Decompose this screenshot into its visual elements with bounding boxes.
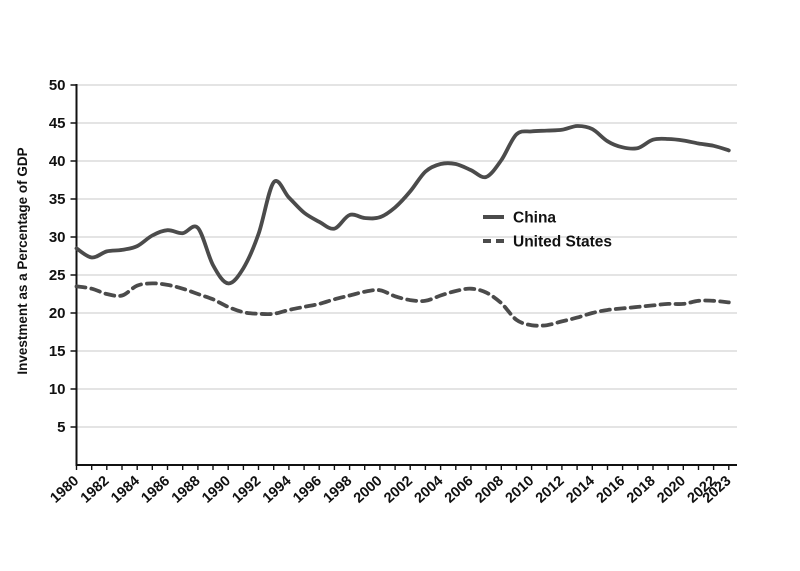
series-line-united-states	[74, 281, 731, 328]
y-tick-label: 10	[49, 381, 66, 398]
y-tick-label: 5	[57, 419, 65, 436]
y-tick-label: 30	[49, 229, 66, 246]
y-tick-label: 25	[49, 267, 66, 284]
y-tick-label: 45	[49, 115, 66, 132]
legend-label-united-states: United States	[513, 234, 612, 251]
legend-label-china: China	[513, 210, 556, 227]
y-axis-title: Investment as a Percentage of GDP	[15, 147, 30, 374]
y-tick-label: 50	[49, 77, 66, 94]
y-axis-title-group: Investment as a Percentage of GDP	[15, 147, 30, 374]
y-tick-label: 15	[49, 343, 66, 360]
legend: China United States	[483, 210, 612, 251]
y-tick-label: 35	[49, 191, 66, 208]
series-line-china	[74, 124, 731, 286]
y-tick-label: 40	[49, 153, 66, 170]
y-tick-label: 20	[49, 305, 66, 322]
